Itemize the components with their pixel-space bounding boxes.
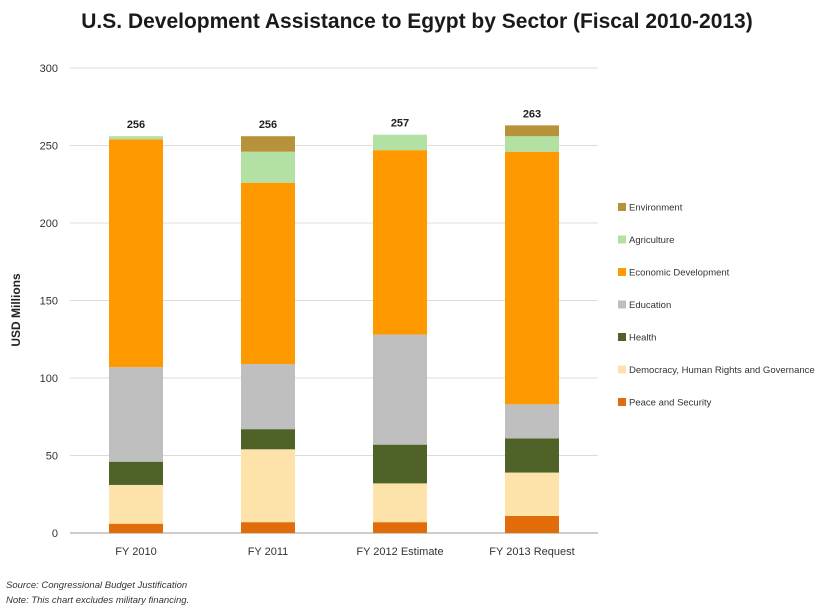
legend: Environment Agriculture Economic Developme… [618, 203, 815, 409]
legend-label: Education [629, 300, 671, 311]
bar-segment-peace-and-security [241, 522, 295, 533]
legend-label: Health [629, 333, 656, 344]
bar-segment-democracy-human-rights-and-governance [241, 449, 295, 523]
legend-label: Peace and Security [629, 398, 712, 409]
bar-segment-economic-development [241, 182, 295, 365]
x-tick-label: FY 2010 [115, 546, 156, 558]
y-tick-label: 150 [40, 296, 58, 308]
y-tick-label: 300 [40, 63, 58, 75]
bar-total-label: 257 [391, 118, 409, 130]
legend-label: Agriculture [629, 235, 674, 246]
y-tick-label: 100 [40, 373, 58, 385]
y-axis-label: USD Millions [9, 273, 23, 347]
bar-segment-agriculture [505, 136, 559, 152]
bar-segment-peace-and-security [505, 515, 559, 533]
bar-total-label: 256 [127, 119, 145, 131]
bars: 256 256 257 263 [109, 108, 559, 533]
legend-swatch [618, 300, 626, 309]
bar-segment-economic-development [373, 150, 427, 335]
y-axis: 0 50 100 150 200 250 300 [40, 63, 58, 540]
chart-title: U.S. Development Assistance to Egypt by … [81, 10, 753, 33]
bar-segment-health [109, 461, 163, 485]
legend-label: Environment [629, 203, 683, 214]
bar-segment-democracy-human-rights-and-governance [505, 472, 559, 516]
bar-segment-education [109, 367, 163, 462]
legend-swatch [618, 333, 626, 341]
x-tick-label: FY 2012 Estimate [356, 546, 443, 558]
bar-segment-health [505, 438, 559, 473]
bar-total-label: 263 [523, 108, 541, 120]
legend-swatch [618, 203, 626, 211]
bar-segment-democracy-human-rights-and-governance [373, 483, 427, 523]
y-tick-label: 200 [40, 218, 58, 230]
y-tick-label: 50 [46, 451, 58, 463]
source-note: Source: Congressional Budget Justificati… [6, 580, 188, 591]
x-tick-label: FY 2011 [248, 546, 289, 558]
bar-total-label: 256 [259, 119, 277, 131]
y-tick-label: 250 [40, 141, 58, 153]
legend-swatch [618, 398, 626, 406]
legend-swatch [618, 365, 626, 374]
bar-segment-economic-development [505, 151, 559, 405]
bar-segment-environment [505, 125, 559, 137]
bar-segment-health [241, 429, 295, 450]
bar-segment-peace-and-security [109, 523, 163, 533]
x-tick-label: FY 2013 Request [489, 546, 574, 558]
bar-segment-environment [241, 136, 295, 152]
bar-segment-agriculture [241, 151, 295, 183]
bar-segment-economic-development [109, 139, 163, 368]
legend-label: Democracy, Human Rights and Governance [629, 365, 815, 376]
bar-segment-education [373, 334, 427, 445]
bar-segment-democracy-human-rights-and-governance [109, 484, 163, 524]
x-axis: FY 2010 FY 2011 FY 2012 Estimate FY 2013 Re… [115, 546, 574, 558]
bar-segment-peace-and-security [373, 522, 427, 533]
legend-label: Economic Development [629, 268, 730, 279]
y-tick-label: 0 [52, 528, 58, 540]
exclusion-note: Note: This chart excludes military finan… [6, 595, 190, 606]
bar-segment-health [373, 444, 427, 484]
legend-swatch [618, 235, 626, 244]
bar-segment-education [241, 364, 295, 430]
bar-segment-education [505, 404, 559, 439]
bar-segment-agriculture [109, 136, 163, 140]
bar-segment-agriculture [373, 134, 427, 151]
legend-swatch [618, 268, 626, 276]
